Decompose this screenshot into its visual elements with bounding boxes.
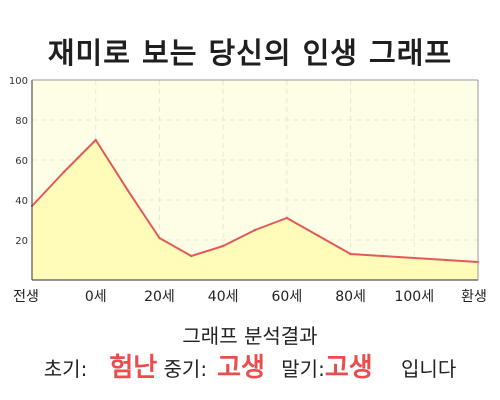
data-point — [94, 138, 97, 142]
data-point — [444, 258, 448, 262]
axes — [31, 79, 479, 281]
middle-value: 고생 — [217, 353, 265, 383]
x-tick-label: 0세 — [85, 289, 107, 305]
x-tick-label: 100세 — [394, 289, 434, 305]
late-value: 고생 — [324, 353, 373, 383]
x-tick-labels: 전생 0세 20세 40세 60세 80세 100세 환생 — [13, 289, 487, 305]
x-tick-label: 60세 — [272, 289, 303, 305]
middle-label: 중기: — [163, 357, 208, 381]
early-label: 초기: — [43, 357, 88, 381]
data-point — [413, 256, 416, 260]
result-verdict: 초기: 험난 중기: 고생 말기:고생 입니다 — [0, 347, 500, 384]
data-point — [190, 254, 193, 258]
x-tick-label: 전생 — [13, 289, 39, 305]
data-point — [253, 228, 257, 232]
y-tick-label: 80 — [15, 116, 28, 127]
x-tick-label: 80세 — [335, 289, 366, 305]
data-point — [158, 236, 161, 240]
data-point — [317, 234, 320, 238]
data-point — [349, 252, 352, 256]
x-tick-label: 20세 — [144, 289, 175, 305]
data-points — [30, 138, 480, 264]
y-tick-label: 40 — [15, 196, 28, 207]
data-point — [126, 188, 129, 192]
late-label: 말기: — [281, 357, 325, 381]
data-point — [285, 216, 289, 220]
y-tick-labels: 20 40 60 80 100 — [9, 76, 28, 247]
life-area-fill — [32, 140, 478, 280]
y-tick-label: 100 — [9, 76, 28, 87]
result-heading: 그래프 분석결과 — [182, 324, 318, 348]
x-tick-label: 환생 — [461, 289, 487, 305]
early-value: 험난 — [109, 353, 158, 383]
y-tick-label: 20 — [15, 236, 28, 247]
chart-title: 재미로 보는 당신의 인생 그래프 — [47, 36, 453, 70]
data-point — [221, 244, 225, 248]
data-point — [381, 254, 384, 258]
data-point — [62, 170, 66, 174]
x-tick-label: 40세 — [208, 289, 239, 305]
y-tick-label: 60 — [15, 156, 28, 167]
verdict-ending: 입니다 — [401, 357, 457, 381]
